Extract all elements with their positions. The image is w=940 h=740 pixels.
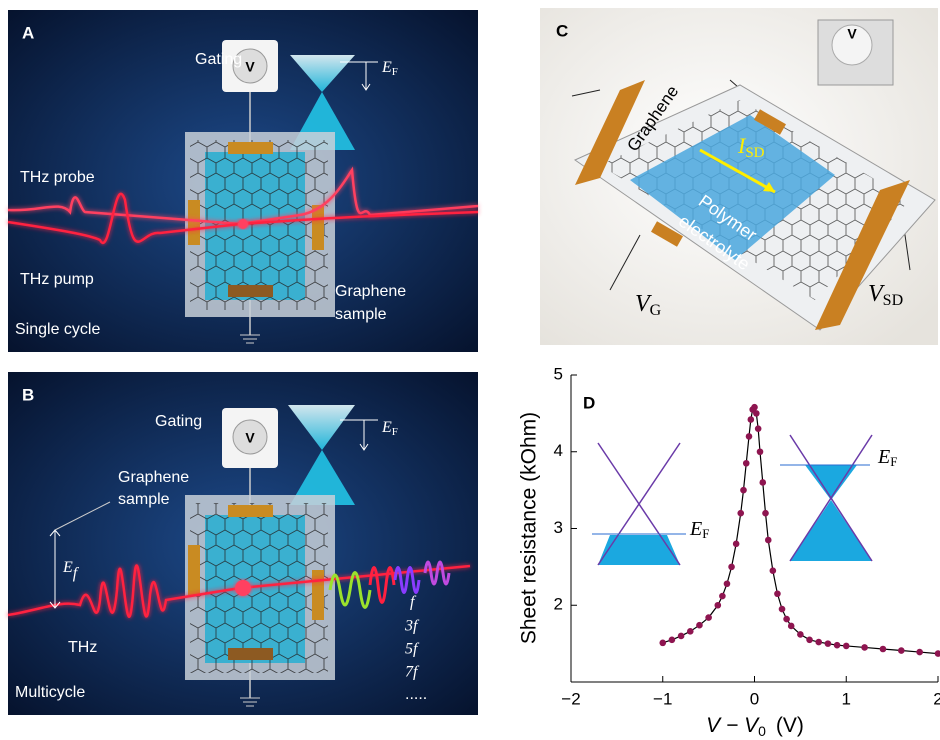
probe-label: THz probe — [20, 169, 95, 186]
y-tick-label: 4 — [554, 441, 563, 460]
x-title-unit: (V) — [776, 714, 804, 737]
x-tick-label: 0 — [750, 689, 759, 708]
x-title-main: V − V — [706, 714, 760, 737]
point — [770, 567, 777, 574]
subscript: F — [392, 66, 398, 78]
sample-label: Graphene — [118, 469, 189, 486]
point — [687, 628, 694, 635]
symbol: E — [689, 518, 702, 540]
sample-label: Graphene — [335, 283, 406, 300]
panel-label: C — [556, 21, 568, 40]
x-tick-label: 1 — [842, 689, 851, 708]
point — [762, 510, 769, 517]
panel-label: A — [22, 23, 34, 42]
subscript: F — [890, 454, 897, 469]
point — [678, 633, 685, 640]
point — [898, 647, 905, 654]
y-tick-label: 3 — [554, 518, 563, 537]
point — [935, 650, 940, 657]
point — [880, 646, 887, 653]
pump-label: THz pump — [20, 271, 94, 288]
caption: Single cycle — [15, 321, 100, 338]
gating-label: Gating — [155, 413, 202, 430]
x-tick-label: 2 — [933, 689, 940, 708]
panel-label: B — [22, 385, 34, 404]
svg-text:V: V — [245, 430, 255, 446]
gating-label: Gating — [195, 51, 242, 68]
symbol: E — [381, 59, 392, 76]
point — [705, 614, 712, 621]
band-fill — [598, 535, 680, 565]
point — [748, 416, 755, 423]
point — [753, 410, 760, 417]
symbol: E — [381, 419, 392, 436]
point — [843, 643, 850, 650]
fermi-label: EF — [877, 446, 897, 469]
subscript: SD — [883, 292, 903, 309]
point — [759, 479, 766, 486]
subscript: G — [650, 302, 662, 319]
subscript: F — [702, 526, 709, 541]
point — [740, 487, 747, 494]
y-axis-title: Sheet resistance (kOhm) — [518, 412, 541, 644]
panel-b: V B Gating EF Graphene sample Ef THz f 3… — [8, 372, 478, 715]
point — [765, 537, 772, 544]
point — [779, 606, 786, 613]
point — [746, 433, 753, 440]
point — [806, 636, 813, 643]
point — [774, 590, 781, 597]
x-tick-label: −1 — [653, 689, 672, 708]
symbol: E — [62, 559, 73, 576]
panel-d: D EF EF Sheet resistance (kOhm) V − V0(V… — [518, 364, 940, 738]
subscript: F — [392, 426, 398, 438]
svg-text:V: V — [245, 59, 255, 75]
panel-c: C V Graphene ISD Polymer electrolyte VG … — [540, 8, 938, 345]
harmonic: ..... — [405, 686, 427, 703]
x-axis-title: V − V0 (V) — [706, 714, 804, 739]
figure: V A Gating EF THz probe THz pump Graphen… — [0, 0, 940, 740]
caption: Multicycle — [15, 684, 85, 701]
point — [834, 642, 841, 649]
point — [797, 631, 804, 638]
point — [659, 640, 666, 647]
point — [696, 622, 703, 629]
y-tick-label: 2 — [554, 595, 563, 614]
x-tick-label: −2 — [561, 689, 580, 708]
point — [733, 541, 740, 548]
x-title-sub: 0 — [758, 723, 766, 739]
fermi-label: EF — [689, 518, 709, 541]
point — [916, 649, 923, 656]
point — [783, 616, 790, 623]
point — [737, 510, 744, 517]
point — [751, 404, 758, 411]
knob-label: V — [847, 26, 857, 42]
point — [815, 639, 822, 646]
point — [788, 623, 795, 630]
subscript: SD — [745, 145, 764, 161]
y-tick-label: 5 — [554, 364, 563, 383]
sample-label: sample — [118, 491, 170, 508]
point — [728, 564, 735, 571]
thz-label: THz — [68, 639, 97, 656]
point — [719, 593, 726, 600]
sample-label: sample — [335, 306, 387, 323]
panel-a: V A Gating EF THz probe THz pump Graphen… — [8, 10, 478, 352]
point — [724, 580, 731, 587]
point — [715, 602, 722, 609]
point — [861, 644, 868, 651]
symbol: E — [877, 446, 890, 468]
point — [743, 460, 750, 467]
point — [757, 448, 764, 455]
point — [825, 640, 832, 647]
panel-label: D — [583, 393, 595, 412]
point — [669, 636, 676, 643]
point — [755, 425, 762, 432]
